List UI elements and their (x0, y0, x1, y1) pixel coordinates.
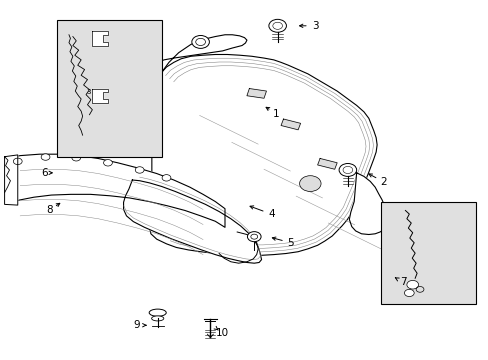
Polygon shape (348, 173, 387, 234)
Polygon shape (5, 154, 224, 227)
Circle shape (103, 159, 112, 166)
Polygon shape (246, 89, 266, 98)
Ellipse shape (149, 309, 166, 316)
Circle shape (191, 36, 209, 48)
Circle shape (162, 175, 170, 181)
Polygon shape (123, 180, 261, 263)
Text: 4: 4 (267, 209, 274, 219)
Text: 6: 6 (41, 168, 48, 178)
Text: 1: 1 (272, 109, 279, 119)
Polygon shape (92, 31, 108, 45)
Bar (380, 202, 475, 304)
Polygon shape (4, 155, 18, 205)
Text: 3: 3 (311, 21, 318, 31)
Circle shape (406, 280, 418, 289)
Polygon shape (149, 54, 376, 255)
Circle shape (338, 163, 356, 176)
Text: 2: 2 (379, 177, 386, 187)
Polygon shape (317, 158, 336, 169)
Bar (57, 21, 161, 157)
Polygon shape (153, 35, 246, 80)
Text: 5: 5 (287, 238, 294, 248)
Text: 7: 7 (399, 277, 406, 287)
Circle shape (13, 158, 22, 165)
Circle shape (299, 176, 321, 192)
Polygon shape (281, 119, 300, 130)
Text: 3: 3 (86, 89, 90, 95)
Circle shape (247, 231, 261, 242)
Circle shape (41, 154, 50, 160)
Circle shape (268, 19, 286, 32)
Circle shape (72, 154, 81, 161)
Text: 9: 9 (133, 320, 139, 330)
Circle shape (404, 289, 413, 297)
Text: 10: 10 (216, 328, 229, 338)
Polygon shape (92, 89, 108, 103)
Text: 8: 8 (46, 206, 53, 216)
Circle shape (135, 167, 144, 173)
Ellipse shape (151, 316, 163, 321)
